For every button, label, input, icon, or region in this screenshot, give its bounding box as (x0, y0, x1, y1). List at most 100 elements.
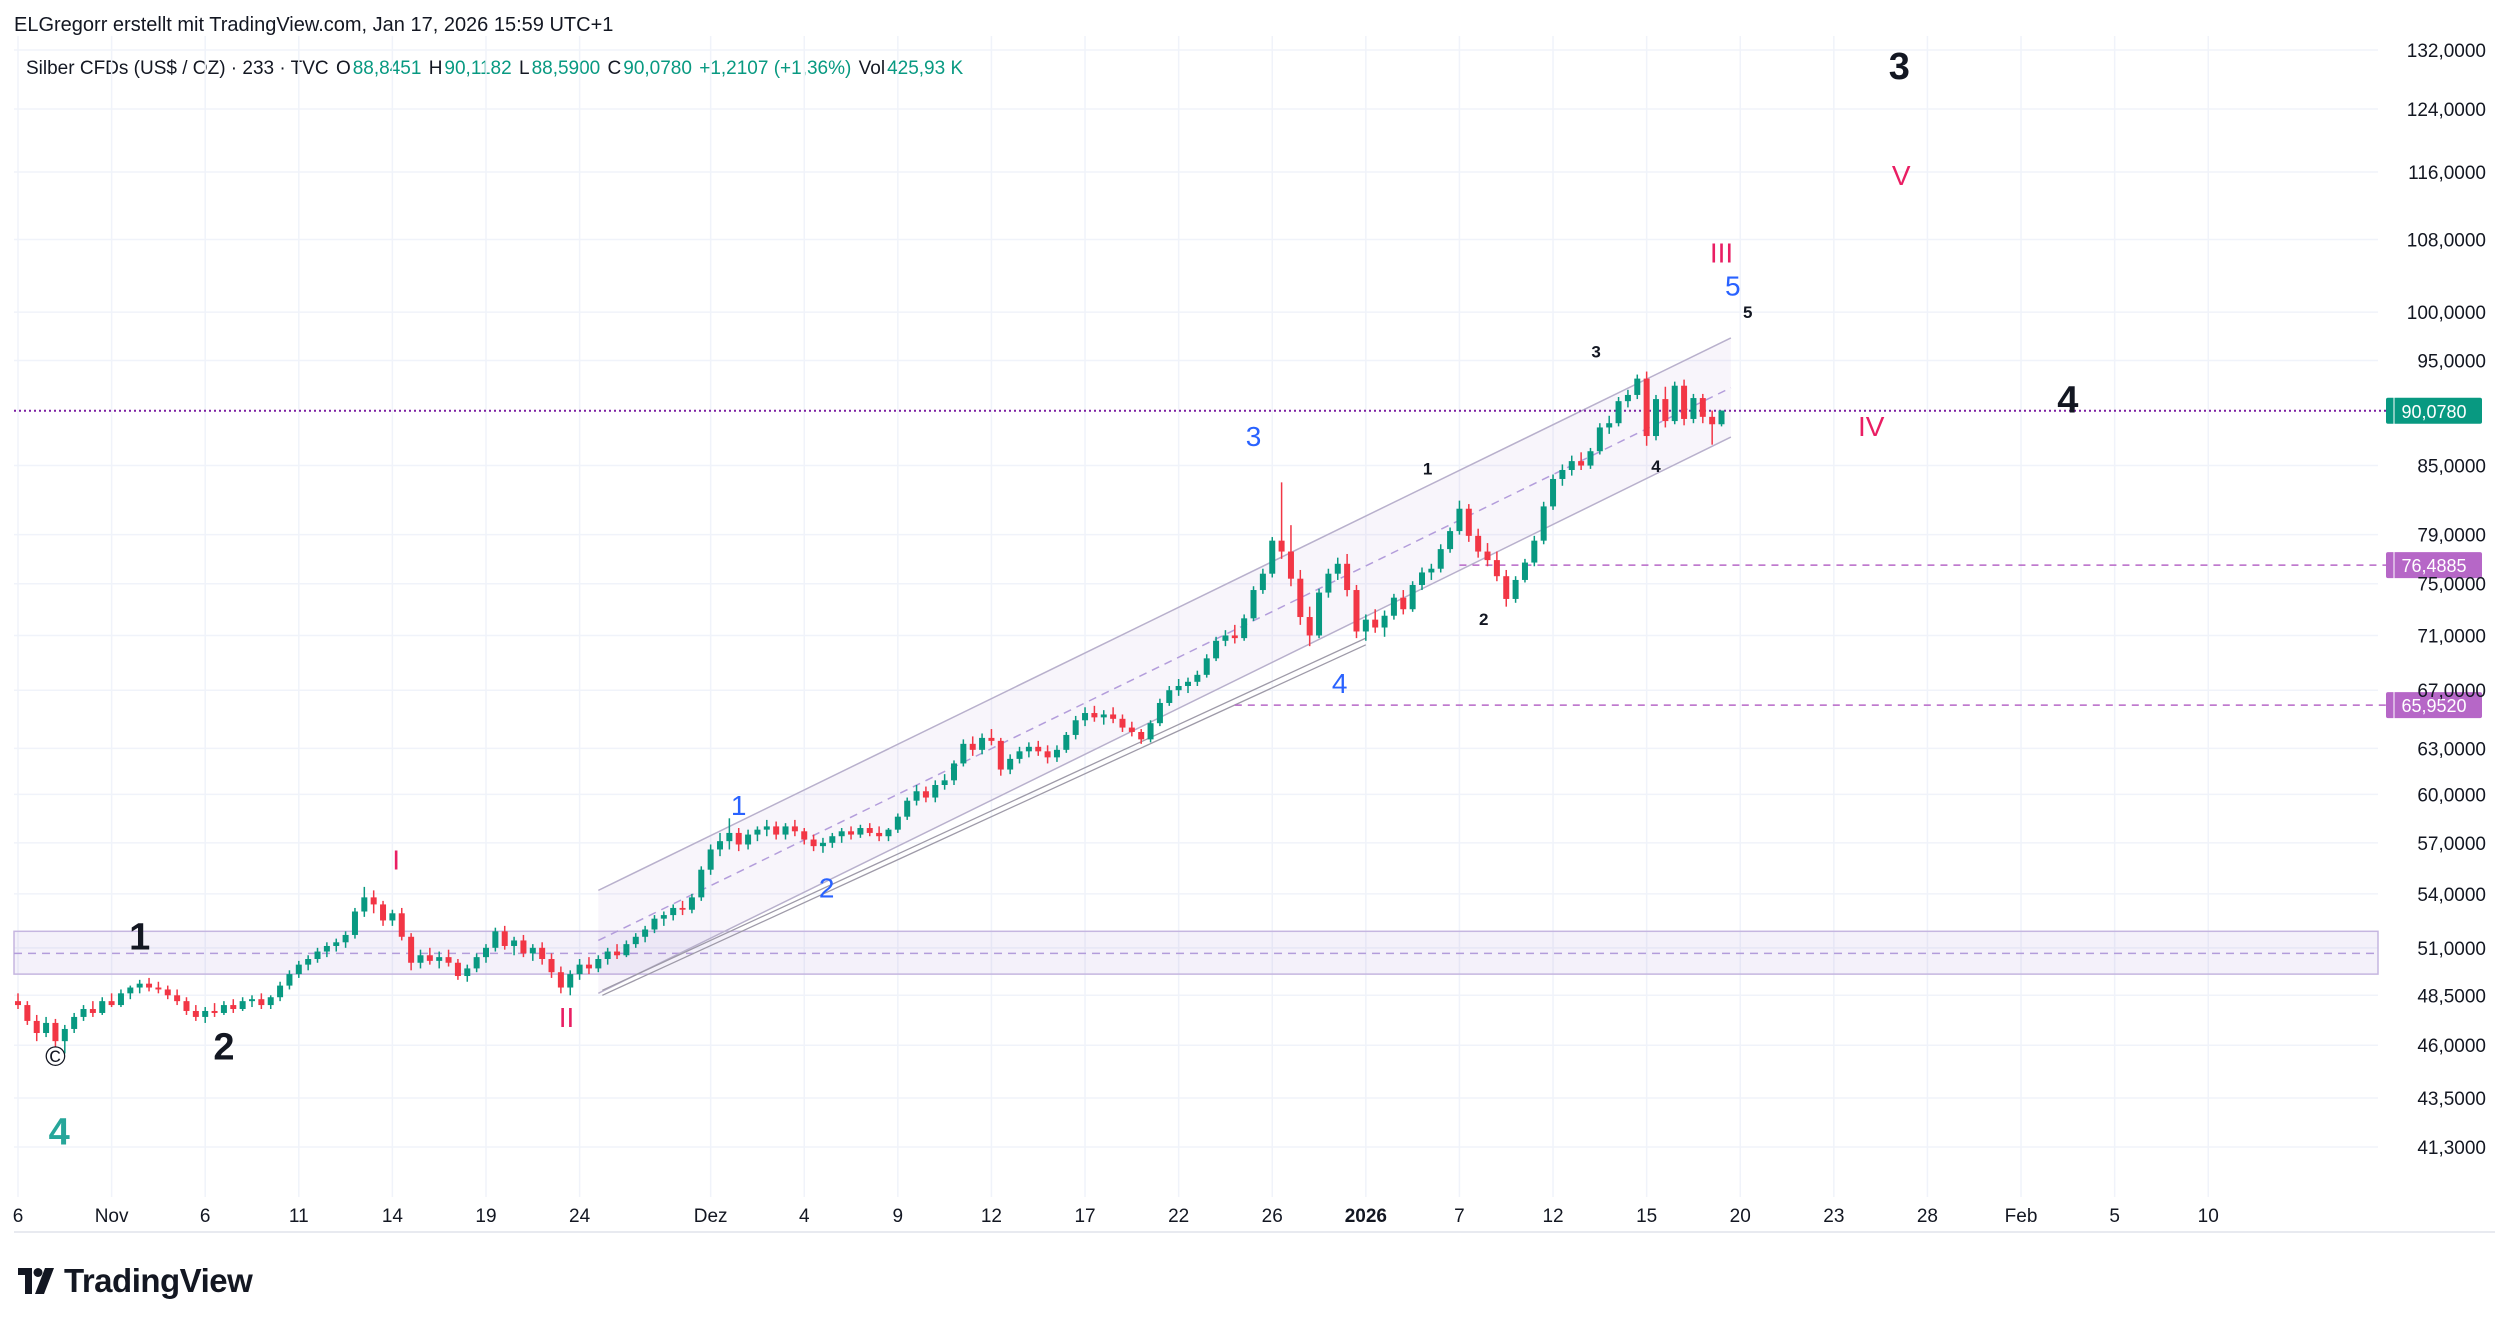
candle (1334, 557, 1341, 580)
candle-body (1082, 713, 1089, 721)
candle (183, 997, 190, 1015)
candle-body (1194, 674, 1201, 682)
x-tick-label: 9 (893, 1206, 904, 1227)
tradingview-logo-text: TradingView (64, 1262, 253, 1299)
time-axis[interactable]: 6 Nov 6 11 14 19 24 Dez 4 9 12 17 22 26 2026 7 12 15 20 23 2… (13, 1206, 2495, 1233)
candle (988, 729, 995, 746)
candle (1587, 447, 1594, 469)
candle-body (707, 849, 714, 870)
candle-body (1531, 540, 1538, 563)
candle-body (323, 945, 330, 952)
candle-body (1521, 562, 1528, 580)
candle-body (1016, 751, 1023, 759)
candle-body (483, 947, 489, 958)
candle-body (1316, 592, 1323, 636)
candle-body (1653, 399, 1659, 437)
candle-body (604, 951, 611, 960)
candle (913, 784, 920, 806)
candle (866, 823, 873, 837)
candle (651, 915, 658, 934)
candle-body (454, 962, 461, 977)
candle-body (1718, 410, 1725, 425)
low-value: 88,5900 (531, 58, 601, 79)
wave-label: 2 (213, 1027, 234, 1069)
candle (1493, 551, 1500, 582)
x-tick-label: 22 (1168, 1206, 1189, 1227)
candle-body (932, 784, 939, 798)
y-tick-label: 41,3000 (2417, 1138, 2486, 1159)
candle (1231, 624, 1238, 644)
candle-body (904, 800, 911, 817)
candle (1325, 568, 1332, 598)
candle-body (230, 1005, 237, 1010)
open-value: 88,8451 (352, 58, 422, 79)
x-tick-label: 12 (981, 1206, 1002, 1227)
candle-body (277, 985, 284, 998)
candle-body (632, 936, 639, 945)
candle-body (857, 828, 864, 835)
candle-body (941, 780, 948, 785)
candle-body (567, 974, 574, 988)
candle (1568, 455, 1575, 476)
candle (258, 993, 265, 1010)
candle (1119, 714, 1126, 732)
x-tick-label: Feb (2005, 1206, 2038, 1227)
candle-body (585, 964, 592, 969)
candle-body (951, 763, 957, 781)
candle-body (174, 995, 181, 1002)
price-axis[interactable]: 132,0000 124,0000 116,0000 108,0000 100,0000… (2393, 36, 2486, 1232)
volume-value: 425,93 K (887, 58, 964, 79)
candle-body (1587, 451, 1594, 466)
candle (1344, 553, 1351, 597)
symbol-name[interactable]: Silber CFDs (US$ / OZ) · 233 · TVC (26, 58, 329, 79)
candle (1578, 452, 1585, 471)
support-trendline (602, 644, 1367, 996)
candle-body (220, 1005, 227, 1013)
candle-body (1372, 619, 1379, 628)
candle-body (1110, 714, 1117, 719)
x-tick-label: 10 (2198, 1206, 2219, 1227)
candle (305, 955, 312, 971)
wave-label: © (45, 1041, 66, 1072)
candle-body (127, 987, 134, 994)
candle-body (464, 968, 471, 977)
candle (1316, 588, 1323, 639)
candle (1072, 715, 1079, 740)
wave-label: 4 (49, 1112, 70, 1154)
candle (1550, 474, 1557, 510)
candle-body (108, 1001, 115, 1006)
high-value: 90,1182 (444, 58, 512, 79)
symbol-legend: Silber CFDs (US$ / OZ) · 233 · TVC O 88,8… (26, 58, 965, 80)
y-tick-label: 54,0000 (2417, 885, 2486, 906)
y-tick-label: 116,0000 (2408, 163, 2486, 184)
tradingview-logo[interactable]: TradingView (18, 1262, 253, 1300)
candle (623, 940, 630, 958)
volume-label: Vol (858, 58, 886, 79)
candle (576, 959, 583, 980)
candle (1409, 581, 1416, 612)
candle-body (1100, 714, 1107, 718)
candle-body (1437, 549, 1444, 569)
candle-body (89, 1009, 96, 1013)
candle (632, 933, 639, 948)
candle-body (1250, 590, 1257, 619)
candle-body (651, 918, 658, 930)
candle (380, 900, 387, 926)
candle (398, 907, 405, 941)
candle (1671, 381, 1678, 425)
candle (426, 947, 433, 965)
candle-body (548, 959, 555, 973)
candle-body (1185, 681, 1191, 686)
candle-body (436, 957, 443, 961)
candle (717, 832, 723, 857)
candle (1278, 482, 1285, 559)
channel-midline (597, 387, 1732, 942)
grid (14, 36, 2378, 1197)
candle (492, 927, 499, 952)
candle-body (1681, 385, 1688, 419)
candle (361, 886, 368, 917)
x-tick-label: 17 (1074, 1206, 1095, 1227)
candle-body (1503, 576, 1510, 599)
high-label: H (428, 58, 443, 79)
